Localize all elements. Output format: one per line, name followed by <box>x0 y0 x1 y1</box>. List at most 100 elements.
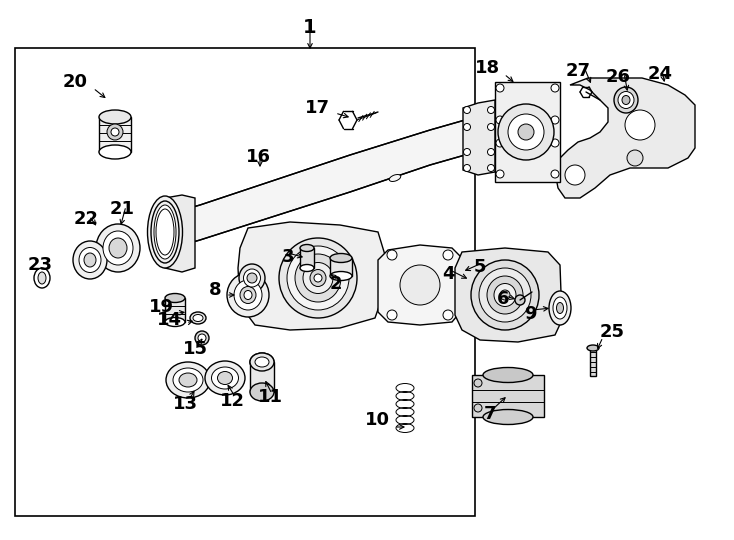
Bar <box>472 375 544 417</box>
Circle shape <box>195 331 209 345</box>
Text: 26: 26 <box>606 68 631 86</box>
Circle shape <box>387 250 397 260</box>
Ellipse shape <box>154 205 176 259</box>
Text: 10: 10 <box>365 411 390 429</box>
Text: 2: 2 <box>330 275 343 293</box>
Text: 8: 8 <box>209 281 222 299</box>
Ellipse shape <box>614 87 638 113</box>
Ellipse shape <box>549 291 571 325</box>
Ellipse shape <box>300 265 314 272</box>
Ellipse shape <box>330 272 352 280</box>
Circle shape <box>627 150 643 166</box>
Ellipse shape <box>99 110 131 124</box>
Ellipse shape <box>618 91 634 109</box>
Circle shape <box>111 128 119 136</box>
Ellipse shape <box>587 345 599 351</box>
Ellipse shape <box>556 302 564 314</box>
Text: 24: 24 <box>647 65 672 83</box>
Ellipse shape <box>487 276 523 314</box>
Ellipse shape <box>255 357 269 367</box>
Text: 11: 11 <box>258 388 283 406</box>
Ellipse shape <box>483 409 533 424</box>
Ellipse shape <box>250 353 274 371</box>
Ellipse shape <box>279 238 357 318</box>
Circle shape <box>474 404 482 412</box>
Circle shape <box>474 379 482 387</box>
Text: 16: 16 <box>245 148 271 166</box>
Text: 21: 21 <box>109 200 134 218</box>
Ellipse shape <box>166 362 210 398</box>
Text: 7: 7 <box>484 405 496 423</box>
Ellipse shape <box>310 269 326 287</box>
Ellipse shape <box>34 268 50 288</box>
Bar <box>330 258 352 276</box>
Bar <box>15 48 475 516</box>
Circle shape <box>463 165 470 172</box>
Circle shape <box>487 165 495 172</box>
Ellipse shape <box>239 264 265 292</box>
Polygon shape <box>378 245 462 325</box>
Circle shape <box>496 170 504 178</box>
Ellipse shape <box>303 262 333 294</box>
Polygon shape <box>165 120 465 250</box>
Circle shape <box>508 114 544 150</box>
Ellipse shape <box>96 224 140 272</box>
Ellipse shape <box>389 174 401 181</box>
Polygon shape <box>555 78 695 198</box>
Ellipse shape <box>250 383 274 401</box>
Polygon shape <box>455 248 562 342</box>
Circle shape <box>496 116 504 124</box>
Ellipse shape <box>159 217 171 247</box>
Ellipse shape <box>234 280 262 310</box>
Ellipse shape <box>190 312 206 324</box>
Circle shape <box>496 139 504 147</box>
Ellipse shape <box>300 245 314 252</box>
Circle shape <box>463 148 470 156</box>
Bar <box>250 362 274 392</box>
Bar <box>495 82 560 182</box>
Ellipse shape <box>205 361 245 395</box>
Circle shape <box>387 310 397 320</box>
Circle shape <box>443 250 453 260</box>
Circle shape <box>487 106 495 113</box>
Ellipse shape <box>471 260 539 330</box>
Ellipse shape <box>84 253 96 267</box>
Ellipse shape <box>483 368 533 382</box>
Ellipse shape <box>165 318 185 327</box>
Circle shape <box>498 104 554 160</box>
Ellipse shape <box>622 96 630 105</box>
Ellipse shape <box>79 247 101 273</box>
Text: 27: 27 <box>565 62 590 80</box>
Circle shape <box>565 165 585 185</box>
Ellipse shape <box>494 284 516 307</box>
Ellipse shape <box>244 269 261 287</box>
Ellipse shape <box>165 294 185 302</box>
Ellipse shape <box>148 196 183 268</box>
Text: 18: 18 <box>475 59 500 77</box>
Polygon shape <box>238 222 385 330</box>
Ellipse shape <box>151 201 179 263</box>
Text: 17: 17 <box>305 99 330 117</box>
Text: 20: 20 <box>63 73 88 91</box>
Text: 4: 4 <box>442 265 454 283</box>
Ellipse shape <box>240 287 256 303</box>
Text: 19: 19 <box>149 298 174 316</box>
Ellipse shape <box>287 246 349 310</box>
Ellipse shape <box>247 273 257 283</box>
Ellipse shape <box>244 291 252 300</box>
Text: 9: 9 <box>524 305 537 323</box>
Circle shape <box>515 295 525 305</box>
Ellipse shape <box>314 274 322 282</box>
Text: 14: 14 <box>157 311 182 329</box>
Text: 6: 6 <box>497 290 509 308</box>
Bar <box>99 117 131 152</box>
Ellipse shape <box>553 297 567 319</box>
Text: 3: 3 <box>282 248 294 266</box>
Ellipse shape <box>500 290 510 300</box>
Text: 13: 13 <box>172 395 197 413</box>
Ellipse shape <box>38 272 46 284</box>
Ellipse shape <box>173 368 203 392</box>
Circle shape <box>487 124 495 131</box>
Circle shape <box>463 124 470 131</box>
Polygon shape <box>463 100 495 175</box>
